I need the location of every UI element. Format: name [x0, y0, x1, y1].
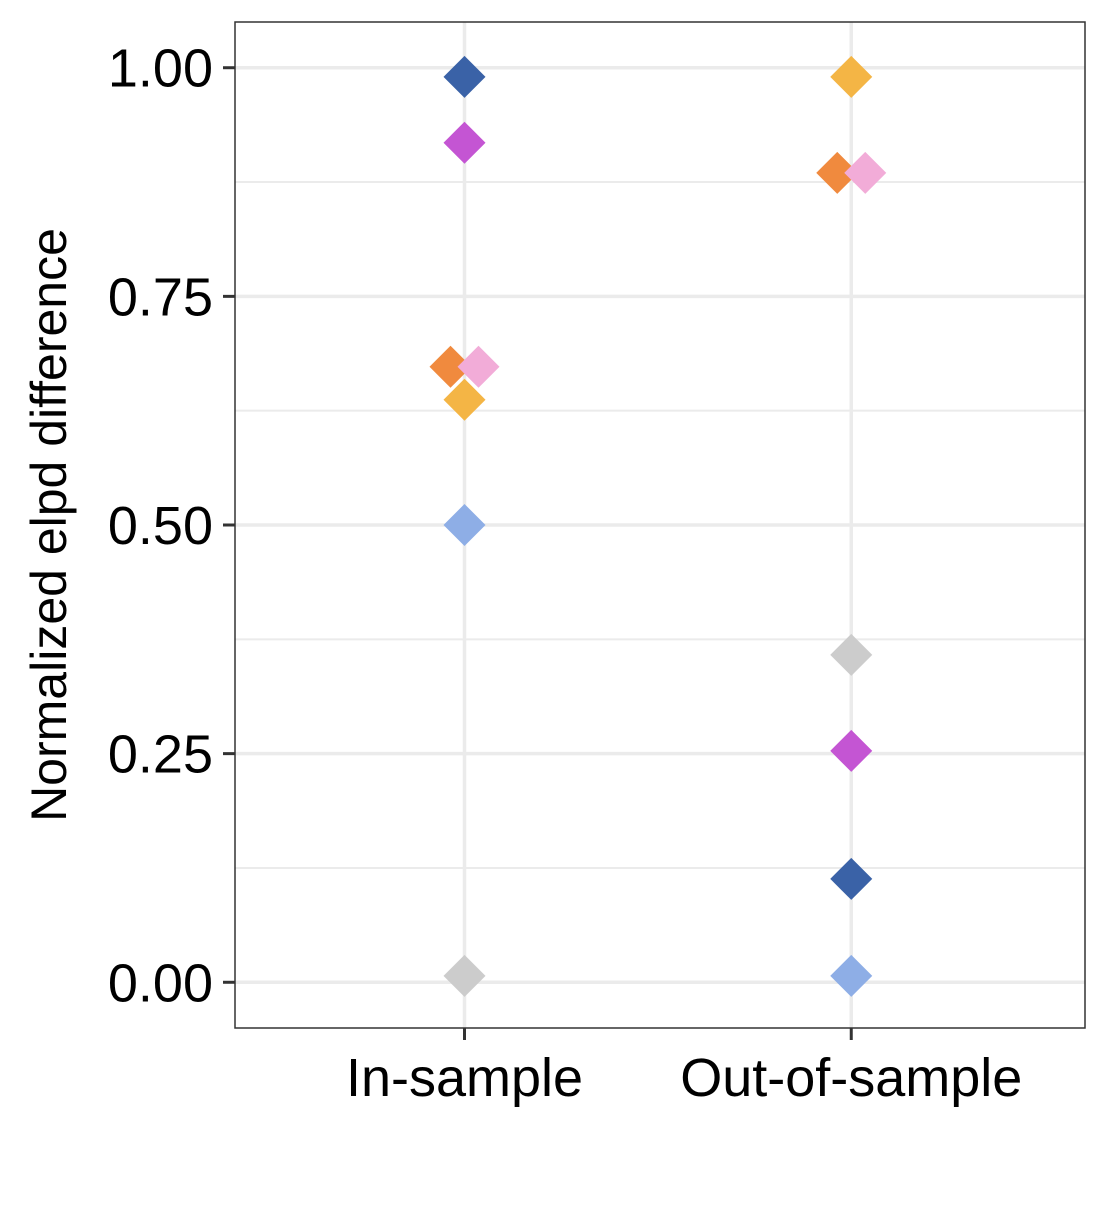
x-tick-label: In-sample: [346, 1048, 583, 1108]
diamond-point: [429, 345, 472, 388]
diamond-point: [830, 55, 873, 98]
diamond-point: [830, 729, 873, 772]
y-tick-label: 0.00: [108, 953, 213, 1013]
y-tick-label: 0.50: [108, 496, 213, 556]
grid-layer: [235, 22, 1085, 1028]
diamond-point: [443, 55, 486, 98]
diamond-point: [830, 633, 873, 676]
marks-layer: [429, 55, 887, 997]
diamond-point: [844, 151, 887, 194]
axis-layer: 0.00 0.25 0.50 0.75 1.00 In-sample Out-of-samp…: [108, 39, 1022, 1108]
diamond-point: [443, 378, 486, 421]
y-axis-title: Normalized elpd difference: [21, 228, 77, 822]
diamond-point: [830, 857, 873, 900]
y-tick-label: 0.25: [108, 725, 213, 785]
x-tick-label: Out-of-sample: [680, 1048, 1022, 1108]
diamond-point: [830, 954, 873, 997]
diamond-point: [443, 121, 486, 164]
y-tick-label: 0.75: [108, 267, 213, 327]
diamond-point: [816, 151, 859, 194]
diamond-point: [443, 954, 486, 997]
y-tick-label: 1.00: [108, 39, 213, 99]
diamond-point: [457, 345, 500, 388]
diamond-point: [443, 504, 486, 546]
